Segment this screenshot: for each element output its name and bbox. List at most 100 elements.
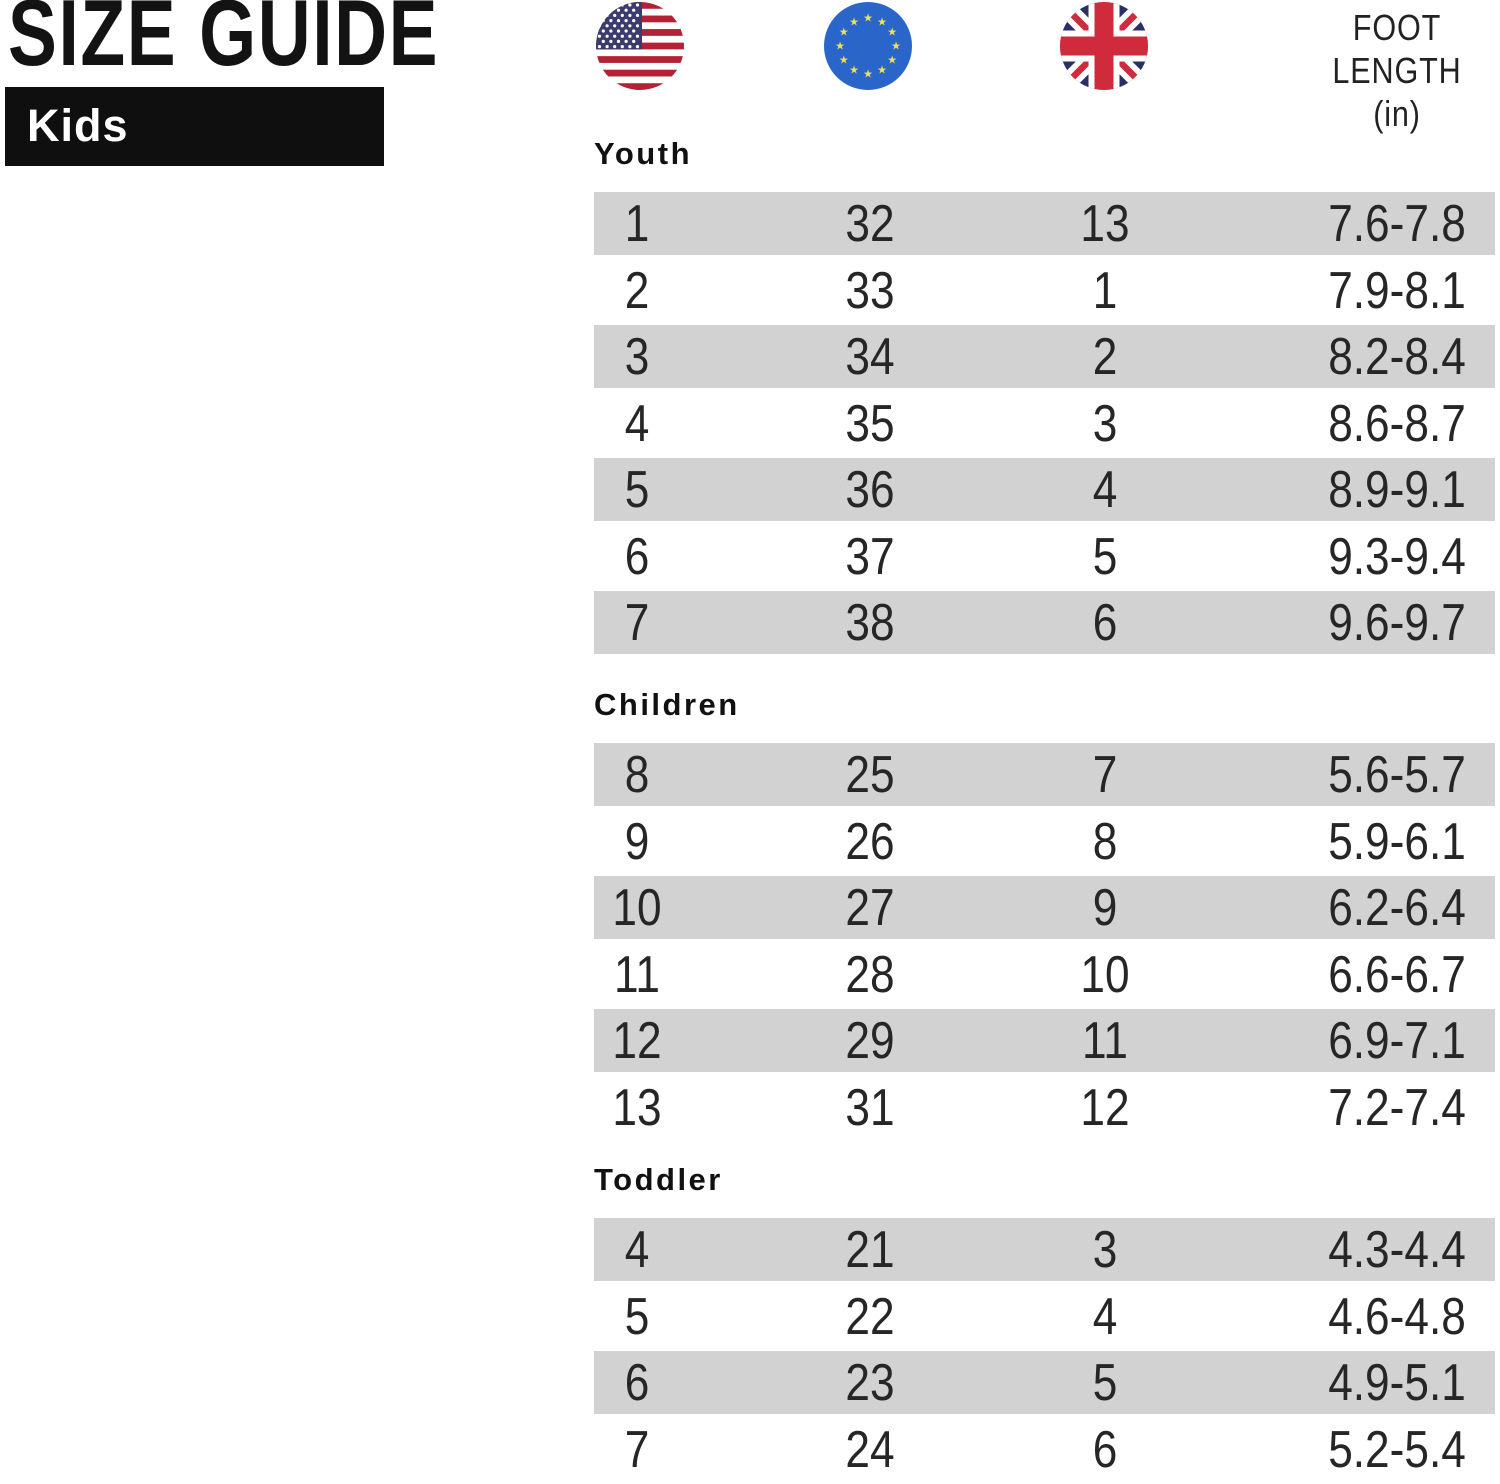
svg-text:★: ★ (877, 15, 887, 28)
size-cell: 7.6-7.8 (1328, 192, 1466, 255)
category-label: Kids (5, 87, 384, 164)
size-cell: 27 (845, 876, 894, 939)
svg-text:★: ★ (877, 64, 887, 77)
size-cell: 5.9-6.1 (1328, 810, 1466, 873)
size-cell: 5 (1093, 1351, 1118, 1414)
size-cell: 35 (845, 392, 894, 455)
size-cell: 5 (625, 1285, 650, 1348)
eu-flag-icon: ★★★★★★★★★★★★ (824, 2, 912, 90)
size-cell: 24 (845, 1418, 894, 1481)
size-cell: 9 (1093, 876, 1118, 939)
size-cell: 4.3-4.4 (1328, 1218, 1466, 1281)
size-cell: 29 (845, 1009, 894, 1072)
table-row: 4 35 3 8.6-8.7 (594, 392, 1495, 459)
table-row: 2 33 1 7.9-8.1 (594, 259, 1495, 326)
size-cell: 1 (625, 192, 650, 255)
category-banner: Kids (5, 87, 384, 166)
size-cell: 13 (612, 1076, 661, 1139)
section-label: Youth (594, 136, 1495, 172)
size-cell: 6 (625, 525, 650, 588)
size-cell: 12 (612, 1009, 661, 1072)
size-cell: 36 (845, 458, 894, 521)
size-cell: 1 (1093, 259, 1118, 322)
size-cell: 32 (845, 192, 894, 255)
svg-text:★: ★ (839, 26, 849, 39)
size-cell: 7.9-8.1 (1328, 259, 1466, 322)
table-row: 9 26 8 5.9-6.1 (594, 810, 1495, 877)
size-cell: 6 (1093, 591, 1118, 654)
size-cell: 8 (1093, 810, 1118, 873)
svg-text:★: ★ (839, 54, 849, 67)
page-title: SIZE GUIDE (8, 0, 439, 80)
section-label: Toddler (594, 1162, 1495, 1198)
size-cell: 5 (625, 458, 650, 521)
size-cell: 4 (625, 392, 650, 455)
size-cell: 26 (845, 810, 894, 873)
size-cell: 5.6-5.7 (1328, 743, 1466, 806)
size-cell: 3 (1093, 392, 1118, 455)
size-cell: 4 (1093, 1285, 1118, 1348)
size-cell: 7 (625, 591, 650, 654)
size-cell: 9.3-9.4 (1328, 525, 1466, 588)
size-cell: 33 (845, 259, 894, 322)
size-cell: 10 (612, 876, 661, 939)
us-flag-icon (596, 2, 684, 90)
size-cell: 25 (845, 743, 894, 806)
svg-text:★: ★ (863, 12, 873, 25)
size-cell: 6.9-7.1 (1328, 1009, 1466, 1072)
size-cell: 8.2-8.4 (1328, 325, 1466, 388)
svg-text:★: ★ (849, 64, 859, 77)
size-cell: 10 (1080, 943, 1129, 1006)
size-cell: 5 (1093, 525, 1118, 588)
section-label: Children (594, 687, 1495, 723)
size-cell: 3 (1093, 1218, 1118, 1281)
size-cell: 6 (1093, 1418, 1118, 1481)
size-cell: 34 (845, 325, 894, 388)
size-cell: 2 (625, 259, 650, 322)
size-cell: 7 (1093, 743, 1118, 806)
size-cell: 6 (625, 1351, 650, 1414)
size-cell: 12 (1080, 1076, 1129, 1139)
size-cell: 28 (845, 943, 894, 1006)
section-rows: 1 32 13 7.6-7.8 2 33 1 7.9-8.1 3 34 2 8.2-8.4 4 35 3 8.… (594, 192, 1495, 658)
svg-text:★: ★ (849, 15, 859, 28)
size-cell: 3 (625, 325, 650, 388)
svg-text:★: ★ (891, 40, 901, 53)
table-row: 11 28 10 6.6-6.7 (594, 943, 1495, 1010)
foot-length-line: (in) (1332, 92, 1461, 135)
table-row: 1 32 13 7.6-7.8 (594, 192, 1495, 259)
size-cell: 13 (1080, 192, 1129, 255)
size-cell: 4.9-5.1 (1328, 1351, 1466, 1414)
size-cell: 21 (845, 1218, 894, 1281)
uk-flag-icon (1060, 2, 1148, 90)
size-cell: 4 (625, 1218, 650, 1281)
svg-text:★: ★ (887, 54, 897, 67)
size-cell: 2 (1093, 325, 1118, 388)
table-row: 5 36 4 8.9-9.1 (594, 458, 1495, 525)
foot-length-line: FOOT (1332, 6, 1461, 49)
size-cell: 9 (625, 810, 650, 873)
size-cell: 8.6-8.7 (1328, 392, 1466, 455)
foot-length-header: FOOT LENGTH (in) (1332, 6, 1461, 135)
size-cell: 6.6-6.7 (1328, 943, 1466, 1006)
size-cell: 11 (614, 943, 660, 1006)
size-cell: 4 (1093, 458, 1118, 521)
svg-text:★: ★ (835, 40, 845, 53)
size-cell: 5.2-5.4 (1328, 1418, 1466, 1481)
size-cell: 8.9-9.1 (1328, 458, 1466, 521)
size-cell: 9.6-9.7 (1328, 591, 1466, 654)
table-row: 3 34 2 8.2-8.4 (594, 325, 1495, 392)
